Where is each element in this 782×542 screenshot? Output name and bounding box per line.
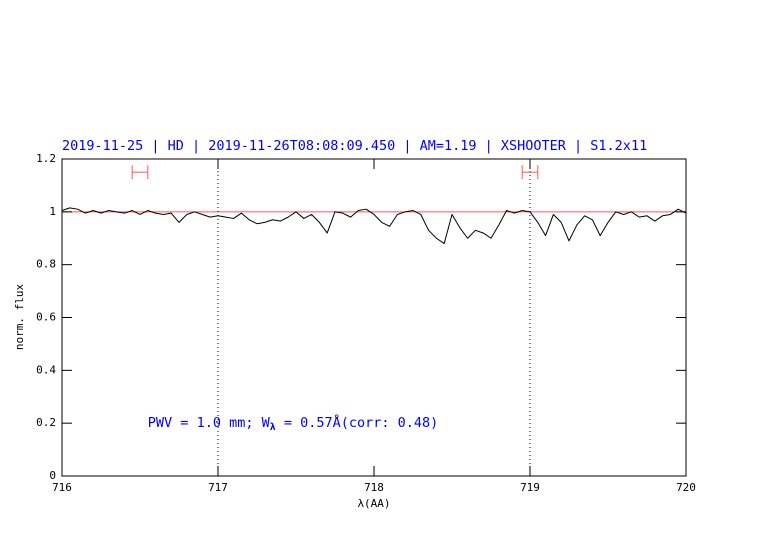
annotation-part: = 0.57Å(corr: 0.48) bbox=[276, 414, 439, 431]
annotation: PWV = 1.0 mm; Wλ = 0.57Å(corr: 0.48) bbox=[148, 414, 439, 433]
x-tick-label: 719 bbox=[520, 481, 540, 494]
y-tick-label: 1.2 bbox=[36, 152, 56, 165]
y-tick-label: 0.4 bbox=[36, 363, 56, 376]
y-tick-label: 0.2 bbox=[36, 416, 56, 429]
annotation-part: PWV = 1.0 mm; W bbox=[148, 415, 271, 431]
spectrum-line bbox=[61, 207, 687, 245]
x-tick-label: 720 bbox=[676, 481, 696, 494]
y-tick-label: 1 bbox=[49, 205, 56, 218]
chart-title: 2019-11-25 | HD | 2019-11-26T08:08:09.45… bbox=[62, 138, 647, 154]
x-axis-label: λ(AA) bbox=[357, 497, 390, 510]
x-tick-label: 717 bbox=[208, 481, 228, 494]
error-marker bbox=[521, 165, 539, 180]
x-tick-label: 718 bbox=[364, 481, 384, 494]
y-tick-label: 0.6 bbox=[36, 311, 56, 324]
annotation-part: λ bbox=[270, 422, 276, 433]
y-tick-label: 0 bbox=[49, 469, 56, 482]
y-axis-label: norm. flux bbox=[13, 284, 26, 351]
error-marker bbox=[131, 165, 149, 180]
x-tick-label: 716 bbox=[52, 481, 72, 494]
plot-frame bbox=[61, 158, 687, 477]
y-tick-label: 0.8 bbox=[36, 258, 56, 271]
